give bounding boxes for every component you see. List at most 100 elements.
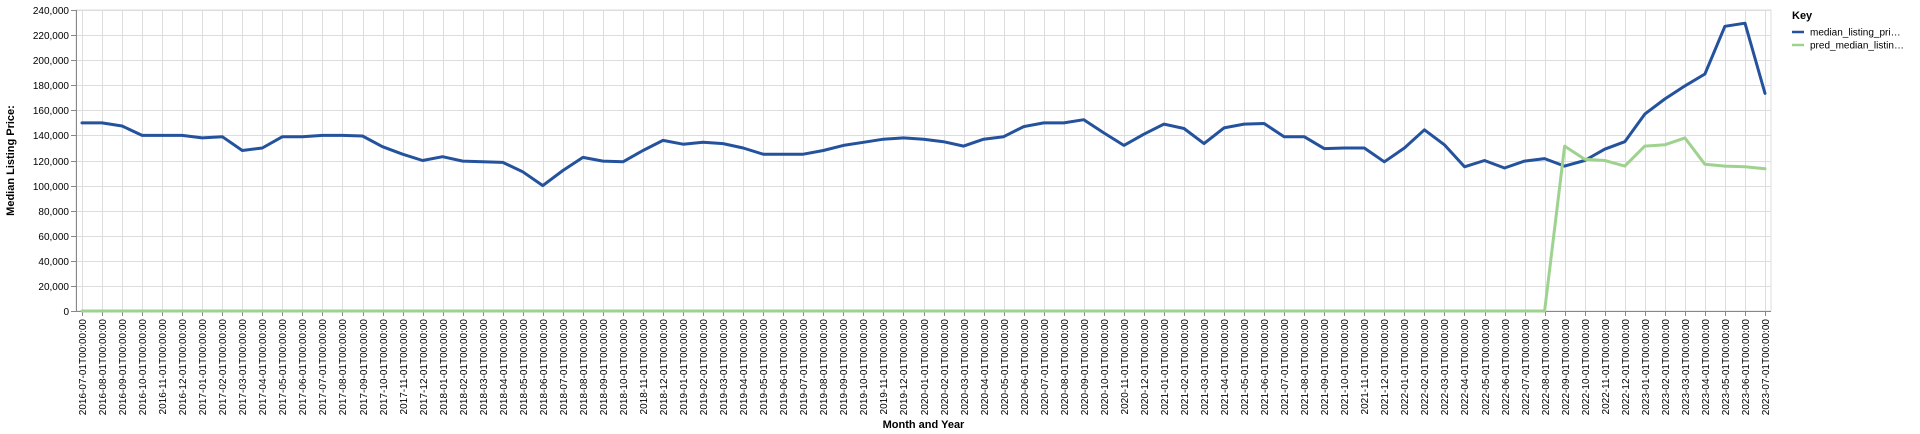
x-tick-label: 2020-02-01T00:00:00 — [940, 319, 951, 416]
x-tick-label: 2016-10-01T00:00:00 — [138, 319, 149, 416]
x-tick-label: 2017-09-01T00:00:00 — [359, 319, 370, 416]
x-tick-label: 2021-05-01T00:00:00 — [1240, 319, 1251, 416]
x-tick-label: 2019-07-01T00:00:00 — [799, 319, 810, 416]
x-tick-label: 2020-12-01T00:00:00 — [1140, 319, 1151, 416]
x-tick-label: 2020-09-01T00:00:00 — [1080, 319, 1091, 416]
x-tick-label: 2021-04-01T00:00:00 — [1220, 319, 1231, 416]
legend-label-0: median_listing_pri… — [1810, 28, 1901, 39]
y-axis: 0 20,000 40,000 60,000 80,000 100,000 120,000 1… — [33, 6, 77, 318]
x-tick-label: 2017-01-01T00:00:00 — [198, 319, 209, 416]
y-tick-label: 80,000 — [38, 207, 69, 218]
x-tick-label: 2021-03-01T00:00:00 — [1200, 319, 1211, 416]
x-tick-label: 2017-08-01T00:00:00 — [338, 319, 349, 416]
legend-label-1: pred_median_listin… — [1810, 41, 1904, 52]
x-tick-label: 2017-10-01T00:00:00 — [379, 319, 390, 416]
x-tick-label: 2023-01-01T00:00:00 — [1641, 319, 1652, 416]
x-tick-label: 2018-04-01T00:00:00 — [499, 319, 510, 416]
x-tick-label: 2020-06-01T00:00:00 — [1020, 319, 1031, 416]
x-tick-label: 2022-12-01T00:00:00 — [1621, 319, 1632, 416]
y-tick-label: 120,000 — [33, 157, 70, 168]
x-tick-label: 2016-12-01T00:00:00 — [178, 319, 189, 416]
x-tick-label: 2018-07-01T00:00:00 — [559, 319, 570, 416]
y-tick-label: 0 — [63, 307, 69, 318]
x-tick-label: 2018-12-01T00:00:00 — [659, 319, 670, 416]
x-tick-label: 2020-04-01T00:00:00 — [980, 319, 991, 416]
x-tick-label: 2022-07-01T00:00:00 — [1521, 319, 1532, 416]
x-tick-label: 2019-10-01T00:00:00 — [859, 319, 870, 416]
x-tick-label: 2018-01-01T00:00:00 — [439, 319, 450, 416]
x-tick-label: 2022-06-01T00:00:00 — [1501, 319, 1512, 416]
x-axis-title: Month and Year — [883, 419, 965, 431]
x-tick-label: 2021-02-01T00:00:00 — [1180, 319, 1191, 416]
x-tick-label: 2020-08-01T00:00:00 — [1060, 319, 1071, 416]
x-tick-label: 2019-12-01T00:00:00 — [899, 319, 910, 416]
x-tick-label: 2016-07-01T00:00:00 — [78, 319, 89, 416]
y-tick-label: 100,000 — [33, 182, 70, 193]
x-tick-label: 2019-02-01T00:00:00 — [699, 319, 710, 416]
x-tick-label: 2017-04-01T00:00:00 — [258, 319, 269, 416]
x-tick-label: 2021-10-01T00:00:00 — [1340, 319, 1351, 416]
x-tick-label: 2019-01-01T00:00:00 — [679, 319, 690, 416]
y-tick-label: 160,000 — [33, 106, 70, 117]
series-line-0 — [80, 21, 1767, 188]
x-axis: 2016-07-01T00:00:00 2016-08-01T00:00:00 20… — [76, 311, 1772, 415]
y-tick-label: 40,000 — [38, 257, 69, 268]
x-tick-label: 2017-07-01T00:00:00 — [318, 319, 329, 416]
legend[interactable]: Key median_listing_pri… pred_median_listi… — [1792, 10, 1904, 52]
x-tick-label: 2018-10-01T00:00:00 — [619, 319, 630, 416]
x-tick-label: 2018-11-01T00:00:00 — [639, 319, 650, 415]
x-tick-label: 2018-09-01T00:00:00 — [599, 319, 610, 416]
x-tick-label: 2018-03-01T00:00:00 — [479, 319, 490, 416]
x-tick-label: 2017-03-01T00:00:00 — [238, 319, 249, 416]
x-tick-label: 2020-07-01T00:00:00 — [1040, 319, 1051, 416]
x-tick-label: 2022-03-01T00:00:00 — [1440, 319, 1451, 416]
x-tick-label: 2019-03-01T00:00:00 — [719, 319, 730, 416]
x-tick-label: 2022-05-01T00:00:00 — [1481, 319, 1492, 416]
x-tick-label: 2017-02-01T00:00:00 — [218, 319, 229, 416]
x-tick-label: 2016-11-01T00:00:00 — [158, 319, 169, 415]
x-tick-label: 2022-01-01T00:00:00 — [1400, 319, 1411, 416]
y-tick-label: 200,000 — [33, 56, 70, 67]
x-tick-label: 2023-02-01T00:00:00 — [1661, 319, 1672, 416]
x-tick-label: 2019-08-01T00:00:00 — [819, 319, 830, 416]
x-tick-label: 2018-06-01T00:00:00 — [539, 319, 550, 416]
x-tick-label: 2016-09-01T00:00:00 — [118, 319, 129, 416]
x-tick-label: 2022-08-01T00:00:00 — [1541, 319, 1552, 416]
x-tick-label: 2020-01-01T00:00:00 — [920, 319, 931, 416]
x-tick-label: 2021-07-01T00:00:00 — [1280, 319, 1291, 416]
x-tick-label: 2019-11-01T00:00:00 — [879, 319, 890, 415]
y-tick-label: 220,000 — [33, 31, 70, 42]
y-tick-label: 180,000 — [33, 81, 70, 92]
x-tick-label: 2021-12-01T00:00:00 — [1380, 319, 1391, 416]
x-tick-label: 2021-08-01T00:00:00 — [1300, 319, 1311, 416]
x-tick-label: 2020-03-01T00:00:00 — [960, 319, 971, 416]
x-tick-label: 2023-06-01T00:00:00 — [1741, 319, 1752, 416]
legend-title: Key — [1792, 10, 1813, 22]
gridlines — [75, 9, 1772, 312]
x-tick-label: 2023-05-01T00:00:00 — [1721, 319, 1732, 416]
x-tick-label: 2022-04-01T00:00:00 — [1460, 319, 1471, 416]
x-tick-label: 2022-11-01T00:00:00 — [1601, 319, 1612, 415]
x-tick-label: 2019-06-01T00:00:00 — [779, 319, 790, 416]
x-tick-label: 2023-03-01T00:00:00 — [1681, 319, 1692, 416]
x-tick-label: 2017-12-01T00:00:00 — [419, 319, 430, 416]
y-tick-label: 140,000 — [33, 131, 70, 142]
x-tick-label: 2017-06-01T00:00:00 — [298, 319, 309, 416]
x-tick-label: 2018-08-01T00:00:00 — [579, 319, 590, 416]
plot-frame — [75, 9, 1772, 312]
x-tick-label: 2022-09-01T00:00:00 — [1561, 319, 1572, 416]
x-tick-label: 2021-06-01T00:00:00 — [1260, 319, 1271, 416]
series-line-1 — [80, 136, 1767, 313]
x-tick-label: 2019-09-01T00:00:00 — [839, 319, 850, 416]
series-lines — [80, 21, 1767, 313]
x-tick-label: 2016-08-01T00:00:00 — [98, 319, 109, 416]
x-tick-label: 2020-11-01T00:00:00 — [1120, 319, 1131, 415]
x-tick-label: 2020-05-01T00:00:00 — [1000, 319, 1011, 416]
x-tick-label: 2023-04-01T00:00:00 — [1701, 319, 1712, 416]
x-tick-label: 2019-05-01T00:00:00 — [759, 319, 770, 416]
x-tick-label: 2017-05-01T00:00:00 — [278, 319, 289, 416]
y-tick-label: 60,000 — [38, 232, 69, 243]
y-tick-label: 20,000 — [38, 282, 69, 293]
x-tick-label: 2022-10-01T00:00:00 — [1581, 319, 1592, 416]
x-tick-label: 2021-11-01T00:00:00 — [1360, 319, 1371, 415]
